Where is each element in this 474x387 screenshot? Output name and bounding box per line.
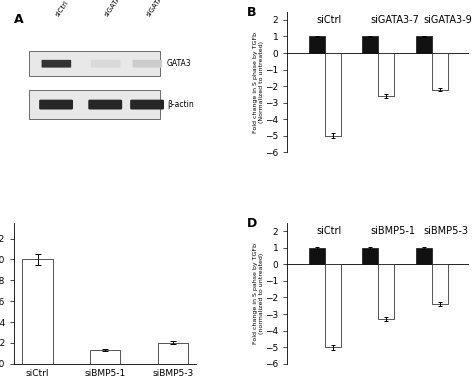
Bar [416, 36, 432, 53]
Bar [362, 248, 378, 264]
Bar [90, 350, 120, 364]
Text: siCtrl: siCtrl [317, 15, 342, 25]
Bar [416, 248, 432, 264]
Bar [309, 248, 325, 264]
FancyBboxPatch shape [91, 60, 120, 68]
Bar [22, 259, 53, 364]
Bar [157, 343, 188, 364]
Text: siCtrl: siCtrl [54, 0, 70, 18]
Bar [362, 36, 378, 53]
Text: siBMP5-3: siBMP5-3 [424, 226, 469, 236]
Text: siGATA3-7: siGATA3-7 [103, 0, 128, 18]
Text: B: B [247, 6, 257, 19]
Bar [378, 53, 394, 96]
Bar [325, 53, 341, 136]
Bar [29, 91, 160, 119]
FancyBboxPatch shape [88, 100, 122, 110]
Bar [309, 36, 325, 53]
Text: A: A [14, 13, 24, 26]
FancyBboxPatch shape [39, 100, 73, 110]
Bar [432, 53, 448, 89]
Text: siBMP5-1: siBMP5-1 [370, 226, 415, 236]
FancyBboxPatch shape [42, 60, 71, 68]
Text: siGATA3-7: siGATA3-7 [370, 15, 419, 25]
Bar [325, 264, 341, 347]
Text: siCtrl: siCtrl [317, 226, 342, 236]
FancyBboxPatch shape [130, 100, 164, 110]
Bar [29, 51, 160, 76]
Text: siGATA3-9: siGATA3-9 [424, 15, 473, 25]
FancyBboxPatch shape [133, 60, 162, 68]
Y-axis label: Fold change in S phase by TGFb
(Normalized to untreated): Fold change in S phase by TGFb (Normaliz… [253, 32, 264, 132]
Text: D: D [247, 217, 257, 230]
Y-axis label: Fold change in S pahse by TGFb
(normalized to untreated): Fold change in S pahse by TGFb (normaliz… [253, 243, 264, 344]
Text: siGATA3-9: siGATA3-9 [145, 0, 171, 18]
Bar [432, 264, 448, 304]
Bar [378, 264, 394, 319]
Text: β-actin: β-actin [167, 100, 194, 109]
Text: GATA3: GATA3 [167, 59, 192, 68]
